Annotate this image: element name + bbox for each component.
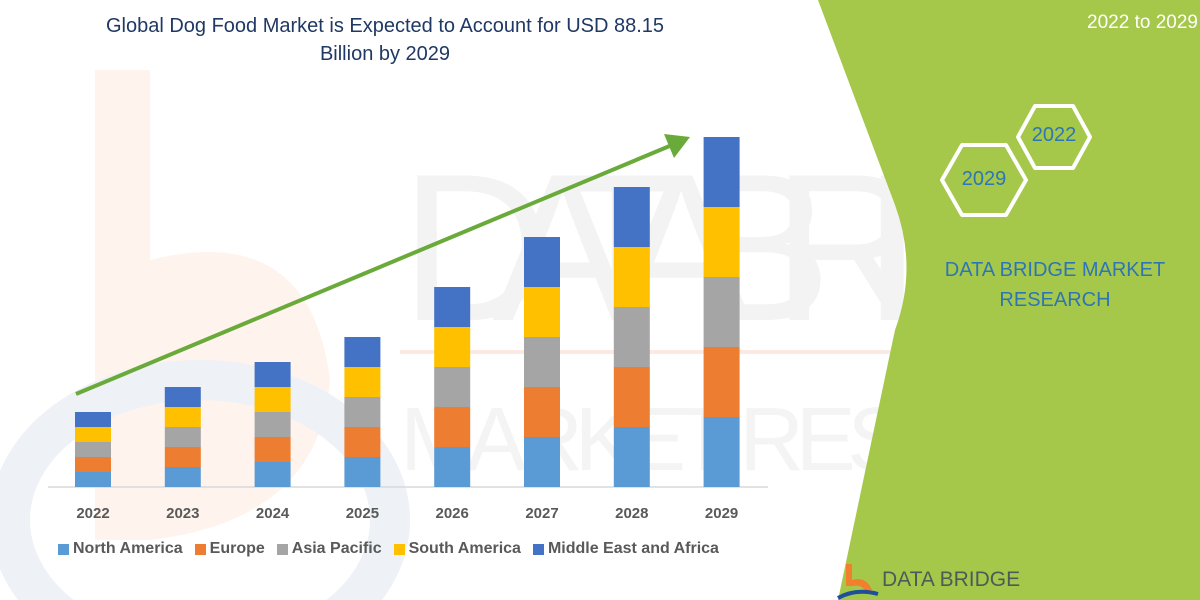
bar-segment-asia-pacific-2026	[434, 367, 471, 407]
legend-swatch-icon	[194, 543, 206, 555]
bar-segment-north-america-2027	[524, 437, 560, 487]
legend-swatch-icon	[393, 543, 405, 555]
bar-segment-middle-east-and-africa-2026	[434, 287, 471, 327]
bar-segment-south-america-2029	[703, 207, 740, 277]
legend-item: Europe	[194, 540, 265, 558]
x-tick-label: 2028	[615, 505, 648, 522]
title-line-2: Billion by 2029	[319, 43, 451, 65]
legend-label: Europe	[209, 540, 265, 557]
bar-segment-south-america-2027	[524, 287, 560, 337]
bar-segment-south-america-2025	[344, 367, 381, 397]
hexagon-2022-icon	[1016, 104, 1092, 170]
legend-label: North America	[73, 540, 183, 557]
bar-segment-middle-east-and-africa-2028	[613, 187, 650, 247]
bar-segment-south-america-2022	[75, 427, 111, 442]
bar-segment-middle-east-and-africa-2024	[254, 362, 291, 387]
legend-swatch-icon	[532, 543, 544, 555]
bar-segment-middle-east-and-africa-2022	[75, 412, 111, 427]
legend-swatch-icon	[276, 543, 288, 555]
bar-segment-middle-east-and-africa-2029	[703, 137, 740, 207]
legend-swatch-icon	[58, 543, 69, 555]
bar-segment-asia-pacific-2023	[164, 427, 201, 447]
bars-group	[75, 137, 740, 487]
legend-label: Asia Pacific	[291, 540, 382, 557]
x-tick-label: 2024	[256, 505, 290, 522]
hexagon-2029-icon	[940, 143, 1028, 217]
bar-segment-middle-east-and-africa-2025	[344, 337, 381, 367]
legend-label: Middle East and Africa	[547, 540, 719, 557]
forecast-period: 2022 to 2029	[1087, 0, 1198, 36]
brand-line-1: DATA BRIDGE MARKET	[944, 259, 1166, 281]
bar-segment-north-america-2024	[254, 462, 291, 487]
legend-item: Asia Pacific	[276, 540, 382, 558]
legend-item: North America	[58, 540, 183, 558]
trend-arrow-icon	[75, 134, 690, 396]
x-tick-label: 2029	[705, 505, 738, 522]
bar-segment-north-america-2025	[344, 457, 381, 487]
logo-text: DATA BRIDGE	[882, 568, 1021, 591]
bar-segment-europe-2028	[613, 367, 650, 427]
brand-name: DATA BRIDGE MARKET RESEARCH	[925, 255, 1185, 315]
bar-segment-middle-east-and-africa-2027	[524, 237, 560, 287]
logo-mark-icon	[837, 564, 879, 600]
bar-segment-asia-pacific-2024	[254, 412, 291, 437]
hex-label-2029: 2029	[961, 168, 1007, 190]
bar-segment-europe-2023	[164, 447, 201, 467]
bar-segment-north-america-2029	[703, 417, 740, 487]
bar-segment-asia-pacific-2029	[703, 277, 740, 347]
period-text: 2022 to 2029	[1087, 12, 1198, 33]
legend-item: South America	[393, 540, 521, 558]
bar-segment-south-america-2024	[254, 387, 291, 412]
data-bridge-logo: DATA BRIDGE	[836, 562, 1036, 600]
x-tick-label: 2023	[166, 505, 199, 522]
bar-segment-north-america-2022	[75, 472, 111, 487]
stacked-bar-chart: 2022 2023 2024 2025 2026 2027 2028 2029	[48, 134, 768, 522]
brand-line-2: RESEARCH	[999, 289, 1111, 311]
bar-segment-europe-2026	[434, 407, 471, 447]
bar-segment-south-america-2026	[434, 327, 471, 367]
chart-legend: North America Europe Asia Pacific South Ame…	[58, 540, 719, 558]
bar-segment-middle-east-and-africa-2023	[164, 387, 201, 407]
bar-segment-asia-pacific-2027	[524, 337, 560, 387]
bar-segment-europe-2022	[75, 457, 111, 472]
bar-segment-asia-pacific-2022	[75, 442, 111, 457]
x-tick-label: 2027	[525, 505, 558, 522]
x-tick-label: 2026	[436, 505, 469, 522]
chart-title: Global Dog Food Market is Expected to Ac…	[50, 12, 720, 68]
bar-segment-north-america-2026	[434, 447, 471, 487]
x-tick-label: 2025	[346, 505, 379, 522]
bar-segment-europe-2029	[703, 347, 740, 417]
bar-segment-europe-2027	[524, 387, 560, 437]
bar-segment-south-america-2028	[613, 247, 650, 307]
bar-segment-europe-2024	[254, 437, 291, 462]
hex-label-2022: 2022	[1031, 124, 1077, 146]
legend-item: Middle East and Africa	[532, 540, 719, 558]
x-tick-label: 2022	[76, 505, 109, 522]
bar-segment-north-america-2028	[613, 427, 650, 487]
title-line-1: Global Dog Food Market is Expected to Ac…	[105, 15, 665, 37]
bar-segment-asia-pacific-2028	[613, 307, 650, 367]
bar-segment-asia-pacific-2025	[344, 397, 381, 427]
bar-segment-north-america-2023	[164, 467, 201, 487]
legend-label: South America	[408, 540, 521, 557]
bar-segment-europe-2025	[344, 427, 381, 457]
x-axis-labels: 2022 2023 2024 2025 2026 2027 2028 2029	[76, 505, 738, 522]
bar-segment-south-america-2023	[164, 407, 201, 427]
